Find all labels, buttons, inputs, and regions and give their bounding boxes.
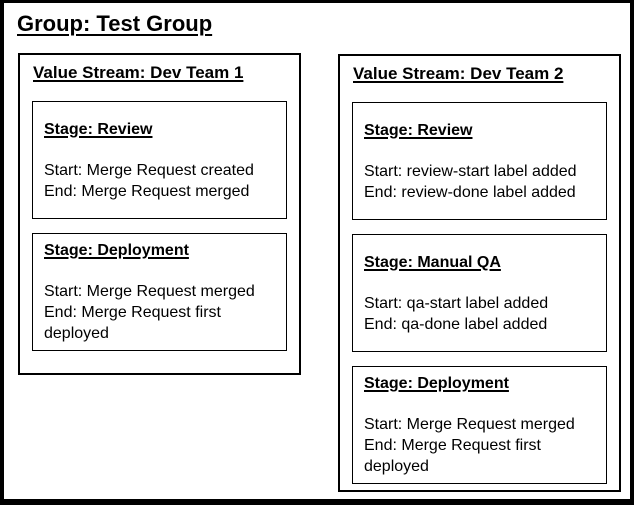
stage-box-manual-qa: Stage: Manual QA Start: qa-start label a…: [352, 234, 607, 352]
value-stream-box-dev-team-2: Value Stream: Dev Team 2 Stage: Review S…: [338, 54, 621, 492]
stage-box-deployment: Stage: Deployment Start: Merge Request m…: [32, 233, 287, 351]
stage-end-event: End: Merge Request first deployed: [364, 437, 541, 475]
value-stream-title: Value Stream: Dev Team 2: [353, 64, 564, 83]
stage-start-event: Start: review-start label added: [364, 162, 577, 180]
stage-box-deployment: Stage: Deployment Start: Merge Request m…: [352, 366, 607, 484]
value-stream-box-dev-team-1: Value Stream: Dev Team 1 Stage: Review S…: [18, 53, 301, 375]
stage-start-event: Start: qa-start label added: [364, 294, 549, 312]
stage-box-review: Stage: Review Start: review-start label …: [352, 102, 607, 220]
value-stream-title: Value Stream: Dev Team 1: [33, 63, 244, 82]
stage-title: Stage: Deployment: [364, 375, 509, 392]
stage-start-event: Start: Merge Request merged: [44, 283, 255, 300]
stage-title: Stage: Manual QA: [364, 253, 501, 271]
stage-box-review: Stage: Review Start: Merge Request creat…: [32, 101, 287, 219]
group-title: Group: Test Group: [17, 11, 213, 36]
stage-title: Stage: Review: [44, 120, 153, 138]
stage-title: Stage: Review: [364, 121, 473, 139]
stage-start-event: Start: Merge Request created: [44, 161, 254, 179]
stage-end-event: End: qa-done label added: [364, 315, 548, 333]
stage-end-event: End: review-done label added: [364, 183, 576, 201]
stage-title: Stage: Deployment: [44, 242, 189, 259]
stage-end-event: End: Merge Request first deployed: [44, 304, 221, 342]
stage-start-event: Start: Merge Request merged: [364, 416, 575, 433]
stage-end-event: End: Merge Request merged: [44, 182, 250, 200]
